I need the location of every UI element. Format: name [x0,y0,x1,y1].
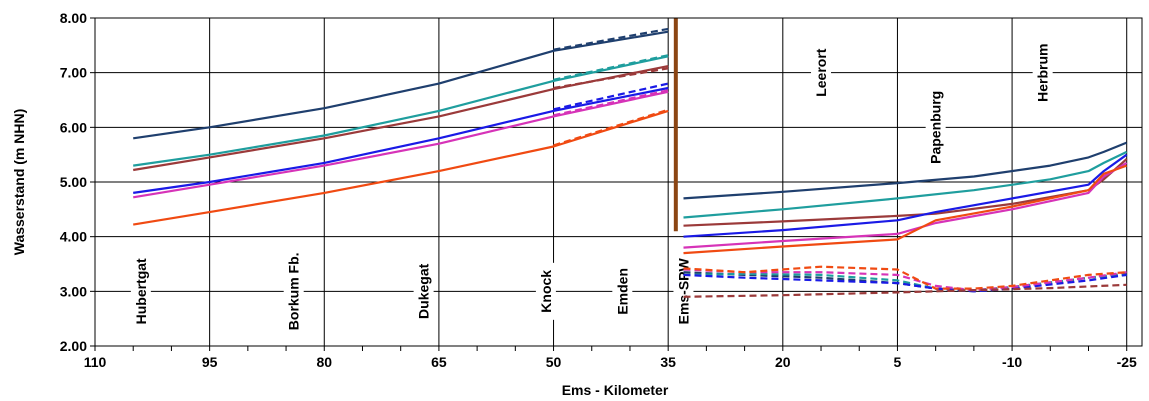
series-line-dashed [553,108,669,147]
station-label: Herbrum [1035,43,1051,101]
x-tick-label: -10 [1002,354,1022,370]
station-label: Ems-SPW [675,257,691,324]
series-line [133,90,669,199]
series-line-dashed [683,265,1127,290]
series-line [133,109,669,226]
series-line [133,65,669,172]
x-tick-label: 110 [84,354,107,370]
series-line-dashed [553,82,669,111]
x-tick-label: 50 [546,354,562,370]
y-tick-label: 8.00 [60,10,87,26]
station-label: Knock [538,270,554,313]
series-line [683,153,1128,238]
series-line-dashed [683,271,1127,293]
y-axis-title: Wasserstand (m NHN) [11,109,27,256]
station-label-background [130,245,151,338]
x-tick-label: 5 [894,354,902,370]
x-tick-label: 65 [431,354,447,370]
series-line-dashed [683,283,1127,298]
station-labels: Hubertgat Borkum Fb. Dukegat Knock Emden Ems-… [130,35,1053,342]
series-line [683,150,1128,219]
series-line-dashed [553,27,669,51]
series-line-dashed [683,268,1127,292]
y-tick-label: 2.00 [60,338,87,354]
y-tick-label: 6.00 [60,119,87,135]
station-label: Borkum Fb. [286,252,302,330]
station-label-background [925,81,946,174]
station-label: Dukegat [416,263,432,319]
series-line-dashed [553,54,669,81]
series-line [683,161,1128,249]
station-label-background [413,254,434,329]
series-line-dashed [553,89,669,117]
series-line [133,86,669,194]
x-tick-label: 20 [775,354,791,370]
x-axis-title: Ems - Kilometer [562,382,669,398]
series-line [683,164,1128,255]
station-label-background [283,241,304,342]
y-tick-label: 5.00 [60,174,87,190]
station-label-background [1032,35,1053,110]
series-line-dashed [683,273,1127,293]
data-series [133,27,1128,298]
series-line [683,141,1128,200]
x-tick-label: -25 [1117,354,1137,370]
station-label-background [811,35,832,110]
series-line [133,55,669,167]
station-label-background [535,262,556,320]
y-tick-label: 7.00 [60,65,87,81]
y-tick-label: 3.00 [60,283,87,299]
axes: 2.00 3.00 4.00 5.00 6.00 7.00 8.00 110 95 80 65 50 3… [60,10,1137,370]
y-tick-label: 4.00 [60,229,87,245]
station-label-background [612,262,633,320]
station-label: Emden [614,268,630,315]
station-label: Hubertgat [133,258,149,324]
x-tick-label: 80 [316,354,332,370]
x-tick-label: 95 [202,354,218,370]
series-line-dashed [553,67,669,90]
station-label: Leerort [813,48,829,97]
x-tick-label: 35 [660,354,676,370]
series-line [683,158,1128,227]
series-line [133,30,669,140]
station-label: Papenburg [928,91,944,164]
